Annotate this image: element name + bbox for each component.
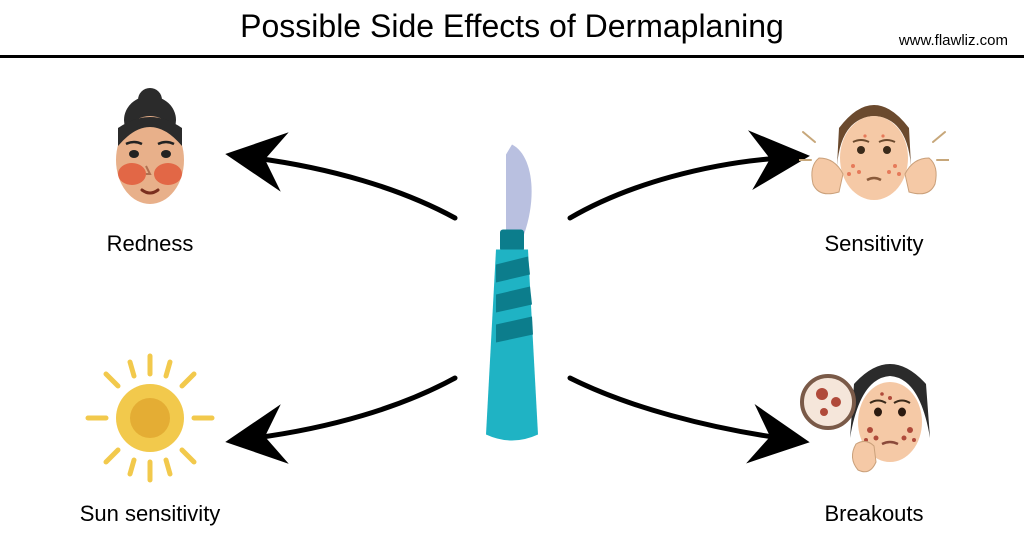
page-title: Possible Side Effects of Dermaplaning	[0, 8, 1024, 45]
face-sensitivity-icon	[799, 88, 949, 218]
title-bar: Possible Side Effects of Dermaplaning ww…	[0, 0, 1024, 58]
face-breakouts-icon	[794, 348, 954, 488]
diagram-canvas: Redness	[0, 58, 1024, 536]
face-redness-icon	[90, 88, 210, 218]
item-redness: Redness	[60, 88, 240, 257]
sun-icon	[80, 348, 220, 488]
item-sun-sensitivity: Sun sensitivity	[60, 348, 240, 527]
label-breakouts: Breakouts	[784, 501, 964, 527]
item-breakouts: Breakouts	[784, 348, 964, 527]
scalpel-icon	[452, 145, 572, 450]
label-sensitivity: Sensitivity	[784, 231, 964, 257]
item-sensitivity: Sensitivity	[784, 88, 964, 257]
label-redness: Redness	[60, 231, 240, 257]
source-url: www.flawliz.com	[899, 32, 1008, 49]
label-sun-sensitivity: Sun sensitivity	[60, 501, 240, 527]
